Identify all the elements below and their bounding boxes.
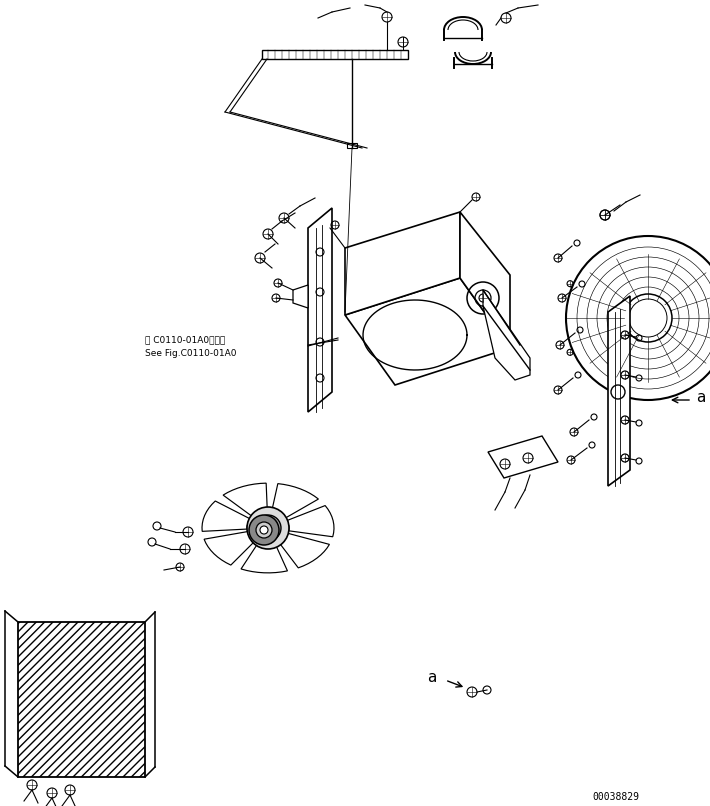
Bar	[18, 622, 145, 777]
Polygon shape	[608, 296, 630, 486]
Polygon shape	[262, 50, 408, 59]
Circle shape	[247, 507, 289, 549]
Text: a: a	[696, 390, 705, 405]
Polygon shape	[286, 505, 334, 537]
Polygon shape	[204, 532, 256, 565]
Polygon shape	[345, 278, 510, 385]
Text: a: a	[427, 671, 437, 685]
Polygon shape	[483, 290, 530, 380]
Polygon shape	[460, 212, 510, 348]
Polygon shape	[488, 436, 558, 478]
Polygon shape	[345, 212, 460, 315]
Circle shape	[260, 526, 268, 534]
Polygon shape	[347, 143, 357, 148]
Circle shape	[255, 515, 281, 541]
Circle shape	[256, 522, 272, 538]
Polygon shape	[223, 483, 268, 517]
Polygon shape	[202, 501, 251, 531]
Text: See Fig.C0110-01A0: See Fig.C0110-01A0	[145, 348, 236, 358]
Polygon shape	[278, 534, 329, 568]
Text: 第 C0110-01A0図参照: 第 C0110-01A0図参照	[145, 335, 225, 344]
Text: 00038829: 00038829	[592, 792, 639, 802]
Circle shape	[249, 515, 279, 545]
Polygon shape	[241, 541, 288, 573]
Polygon shape	[293, 285, 308, 308]
Circle shape	[262, 522, 274, 534]
Polygon shape	[271, 484, 318, 519]
Polygon shape	[308, 208, 332, 412]
